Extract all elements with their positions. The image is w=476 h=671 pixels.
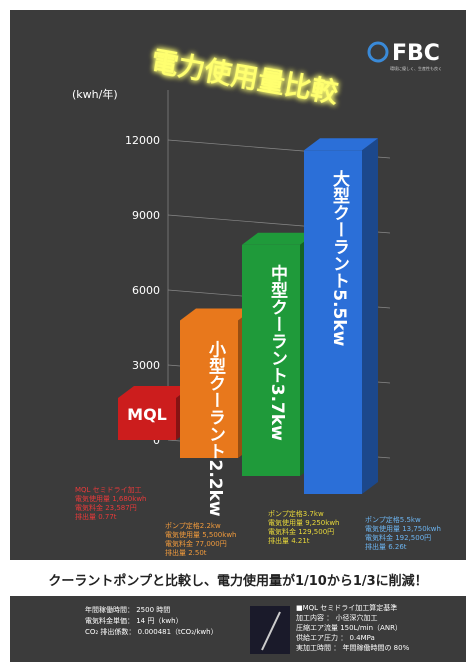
bar-note: ポンプ定格5.5kw [365,515,421,524]
footer-left: 年間稼働時間： 2500 時間 [85,605,170,614]
y-tick-label: 9000 [132,209,160,222]
tagline: 環境に優しく、生産性も良く [390,65,442,71]
bar-top [304,138,378,151]
logo: FBC [392,41,440,66]
bar-note: ポンプ定格3.7kw [268,509,324,518]
footer-right: 実加工時間 ： 年間稼働時間の 80% [296,643,410,652]
y-tick-label: 0 [153,434,160,447]
bar-note: ポンプ定格2.2kw [165,521,221,530]
bar-note: MQL セミドライ加工 [75,485,142,494]
bar [242,244,300,476]
bar-top [118,386,192,398]
photo-detail [261,611,281,651]
bar-note: 電気使用量 9,250kwh [268,518,339,527]
footer-right: 加工内容 ： 小径深穴加工 [296,613,377,622]
bar-note: 排出量 6.26t [365,542,407,551]
bar-label: MQL [127,405,167,424]
panel [10,10,466,560]
footer-right: 圧縮エア流量 150L/min（ANR） [296,623,402,632]
bar-label: 大型クーラント5.5kw [329,169,350,346]
bar-top [180,308,254,321]
bar [180,320,238,458]
bar-note: 電気使用量 5,500kwh [165,530,236,539]
bar-note: 電気使用量 1,680kwh [75,494,146,503]
headline: クーラントポンプと比較し、電力使用量が1/10から1/3に削減！ [48,573,427,589]
bar [118,398,176,440]
logo-mark [367,41,389,63]
bar-note: 電気料金 129,500円 [268,527,334,536]
footer-left: 電気料金単価： 14 円（kwh） [85,616,183,625]
bar [304,150,362,494]
footer-panel [10,596,466,662]
footer-right: 供給エア圧力 ： 0.4MPa [296,633,375,642]
photo [250,606,290,654]
bar-label: 中型クーラント3.7kw [267,264,288,441]
bar-note: 電気使用量 13,750kwh [365,524,441,533]
bar-top [242,232,316,245]
bar-note: 電気料金 77,000円 [165,539,227,548]
y-tick-label: 6000 [132,284,160,297]
y-label: (kwh/年) [72,87,118,101]
bar-note: 排出量 4.21t [268,536,310,545]
footer-right: ■MQL セミドライ加工算定基準 [296,603,397,612]
bar-note: 排出量 2.50t [165,548,207,557]
bar-side [362,138,378,494]
chart: 0 3000 6000 9000 12000 MQL 小型クーラント2.2kw 中型クーラント… [118,90,391,517]
footer-left: CO₂ 排出係数： 0.000481（tCO₂/kwh） [85,627,218,636]
y-tick-label: 3000 [132,359,160,372]
bar-label: 小型クーラント2.2kw [205,340,226,516]
bar-note: 電気料金 23,587円 [75,503,137,512]
bar-note: 電気料金 192,500円 [365,533,431,542]
y-tick-label: 12000 [125,134,160,147]
bar-note: 排出量 0.77t [75,512,117,521]
